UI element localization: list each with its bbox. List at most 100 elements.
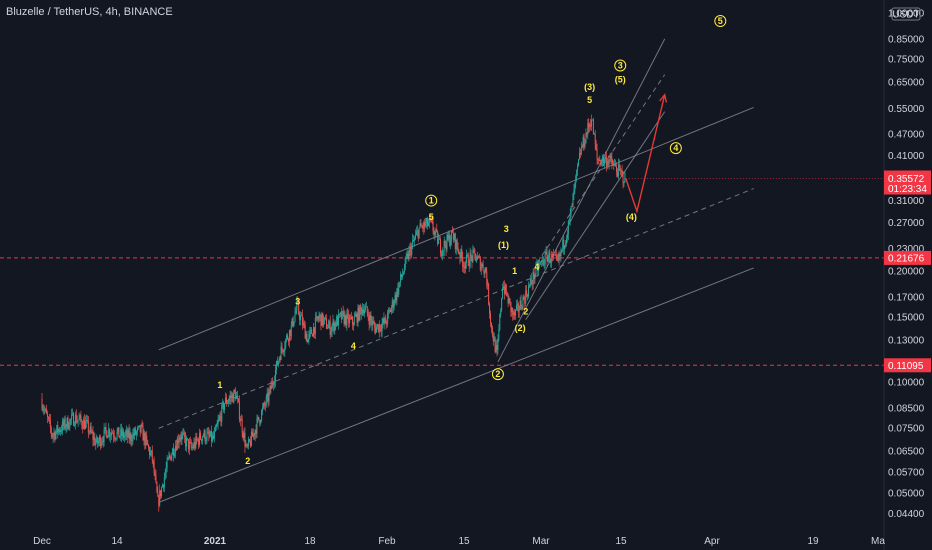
candle <box>583 133 585 151</box>
candle <box>262 402 264 410</box>
candle-body <box>616 166 618 172</box>
candle <box>401 268 403 280</box>
candle <box>602 154 604 167</box>
candle <box>290 321 292 340</box>
candle <box>503 280 505 300</box>
candle <box>491 325 493 338</box>
candle <box>139 425 141 437</box>
candle-body <box>53 432 55 435</box>
candle <box>471 255 473 269</box>
candle-body <box>460 249 462 259</box>
candle <box>379 324 381 333</box>
candle-body <box>74 414 76 426</box>
candle-body <box>224 397 226 404</box>
candle-body <box>79 415 81 419</box>
candle <box>400 271 402 287</box>
candle-body <box>601 161 603 165</box>
candle <box>118 427 120 438</box>
candle-body <box>458 251 460 254</box>
candle <box>182 428 184 440</box>
candle-body <box>442 250 444 251</box>
candle-body <box>141 424 143 427</box>
candle <box>316 315 318 322</box>
candle <box>155 470 157 484</box>
candle <box>246 443 248 448</box>
candle <box>516 299 518 312</box>
candle-body <box>465 254 467 263</box>
candle-body <box>551 254 553 263</box>
candle-body <box>285 339 287 348</box>
candle <box>163 472 165 493</box>
wave-label-text: (5) <box>615 74 626 84</box>
candle <box>493 332 495 342</box>
candle <box>452 226 454 233</box>
candle <box>81 419 83 430</box>
candle <box>469 247 471 269</box>
currency-label: USDT <box>891 7 921 21</box>
candle-body <box>118 427 120 438</box>
candle-body <box>94 436 96 445</box>
candle-body <box>266 393 268 397</box>
candle <box>109 427 111 441</box>
candle-body <box>284 347 286 352</box>
candle-body <box>482 263 484 271</box>
candle-body <box>473 249 475 251</box>
candle-body <box>114 437 116 439</box>
candle-body <box>367 313 369 318</box>
candle <box>174 448 176 458</box>
candle <box>51 432 53 439</box>
time-axis[interactable]: Dec 14 2021 18 Feb 15 Mar 15 Apr 19 Ma <box>33 536 885 547</box>
candle-body <box>92 432 94 440</box>
candle <box>237 390 239 404</box>
candle <box>499 313 501 332</box>
candle-body <box>389 309 391 313</box>
candle-body <box>507 295 509 304</box>
candle-body <box>466 254 468 256</box>
candle-body <box>111 432 112 436</box>
candle-body <box>351 316 353 319</box>
candle-body <box>394 294 396 304</box>
candle <box>251 428 253 437</box>
candle-body <box>490 313 492 323</box>
candle-body <box>321 312 323 326</box>
candle <box>500 308 502 318</box>
time-tick-label: Apr <box>704 536 720 547</box>
candle-body <box>519 300 521 310</box>
candle <box>588 118 590 133</box>
candle <box>289 329 291 341</box>
candle <box>219 412 221 422</box>
candle <box>161 486 163 499</box>
price-axis[interactable]: 1.00000 0.85000 0.75000 0.65000 0.55000 0.470… <box>888 7 925 520</box>
candle-body <box>206 432 208 441</box>
candle <box>59 427 61 435</box>
candle-body <box>451 230 453 241</box>
candle-body <box>500 310 502 315</box>
candle-body <box>477 256 479 258</box>
candle <box>395 292 397 304</box>
candle-body <box>263 403 265 406</box>
candle-body <box>160 490 162 497</box>
candle <box>355 311 357 318</box>
candle-body <box>590 124 592 127</box>
candle-body <box>228 398 230 402</box>
candle-body <box>146 435 148 441</box>
candle <box>125 425 127 441</box>
currency-text: USDT <box>892 10 919 21</box>
candle-body <box>618 164 620 168</box>
wave-label: 3 <box>504 224 509 234</box>
candle-body <box>276 360 278 366</box>
candle-body <box>586 133 588 135</box>
candle <box>297 296 299 305</box>
wave-label-text: (3) <box>584 82 595 92</box>
candle <box>513 310 515 320</box>
candle-body <box>166 459 168 469</box>
candle <box>150 450 152 457</box>
candle-body <box>554 254 556 256</box>
candle-body <box>335 322 337 327</box>
candle <box>121 423 123 443</box>
time-tick-label: 19 <box>807 536 819 547</box>
candle <box>514 309 516 320</box>
candle-body <box>227 401 229 403</box>
candle-body <box>279 358 281 360</box>
